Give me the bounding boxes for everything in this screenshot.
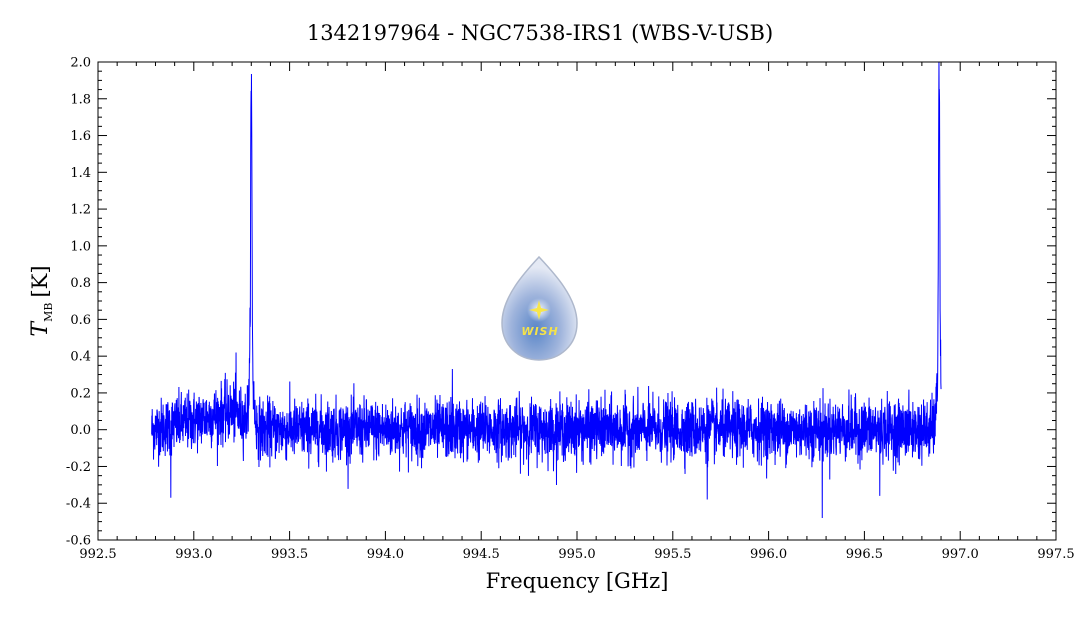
x-tick-label: 992.5 xyxy=(79,547,116,562)
y-tick-label: 1.2 xyxy=(70,203,91,218)
x-tick-label: 997.0 xyxy=(942,547,979,562)
y-axis-label: TMB [K] xyxy=(28,265,55,336)
star-icon xyxy=(529,300,549,320)
y-axis: 2.0 1.8 1.6 1.4 1.2 1.0 0.8 0.6 0.4 0.2 0.0 -0.2 -0.… xyxy=(66,56,1056,549)
y-tick-label: 0.0 xyxy=(70,423,91,438)
x-axis: 992.5 993.0 993.5 994.0 994.5 995.0 995.5 996.0… xyxy=(79,62,1075,562)
y-tick-label: 1.4 xyxy=(70,166,91,181)
x-tick-label: 995.0 xyxy=(558,547,595,562)
y-tick-label: -0.2 xyxy=(66,460,91,475)
x-tick-label: 993.0 xyxy=(175,547,212,562)
x-tick-label: 997.5 xyxy=(1037,547,1074,562)
logo-text: WISH xyxy=(521,325,558,338)
y-axis-label-unit: [K] xyxy=(28,265,52,297)
x-tick-label: 993.5 xyxy=(271,547,308,562)
y-tick-label: 0.8 xyxy=(70,276,91,291)
x-tick-label: 995.5 xyxy=(654,547,691,562)
y-tick-label: 0.2 xyxy=(70,386,91,401)
x-axis-label: Frequency [GHz] xyxy=(486,569,669,593)
x-tick-label: 994.5 xyxy=(463,547,500,562)
y-tick-label: 1.6 xyxy=(70,129,91,144)
y-tick-label: 0.4 xyxy=(70,350,91,365)
y-tick-label: 1.8 xyxy=(70,92,91,107)
svg-text:TMB[K]: TMB [K] xyxy=(28,265,55,336)
x-tick-label: 996.5 xyxy=(846,547,883,562)
spectrum-line xyxy=(151,62,942,518)
x-tick-label: 996.0 xyxy=(750,547,787,562)
x-tick-label: 994.0 xyxy=(367,547,404,562)
y-tick-label: 0.6 xyxy=(70,313,91,328)
y-tick-label: 2.0 xyxy=(70,56,91,71)
wish-logo: WISH xyxy=(501,255,578,361)
y-tick-label: -0.6 xyxy=(66,534,91,549)
y-axis-label-main: T xyxy=(28,320,53,337)
chart-title: 1342197964 - NGC7538-IRS1 (WBS-V-USB) xyxy=(307,21,773,45)
y-axis-label-sub: MB xyxy=(42,303,55,322)
y-tick-label: 1.0 xyxy=(70,239,91,254)
y-tick-label: -0.4 xyxy=(66,497,91,512)
